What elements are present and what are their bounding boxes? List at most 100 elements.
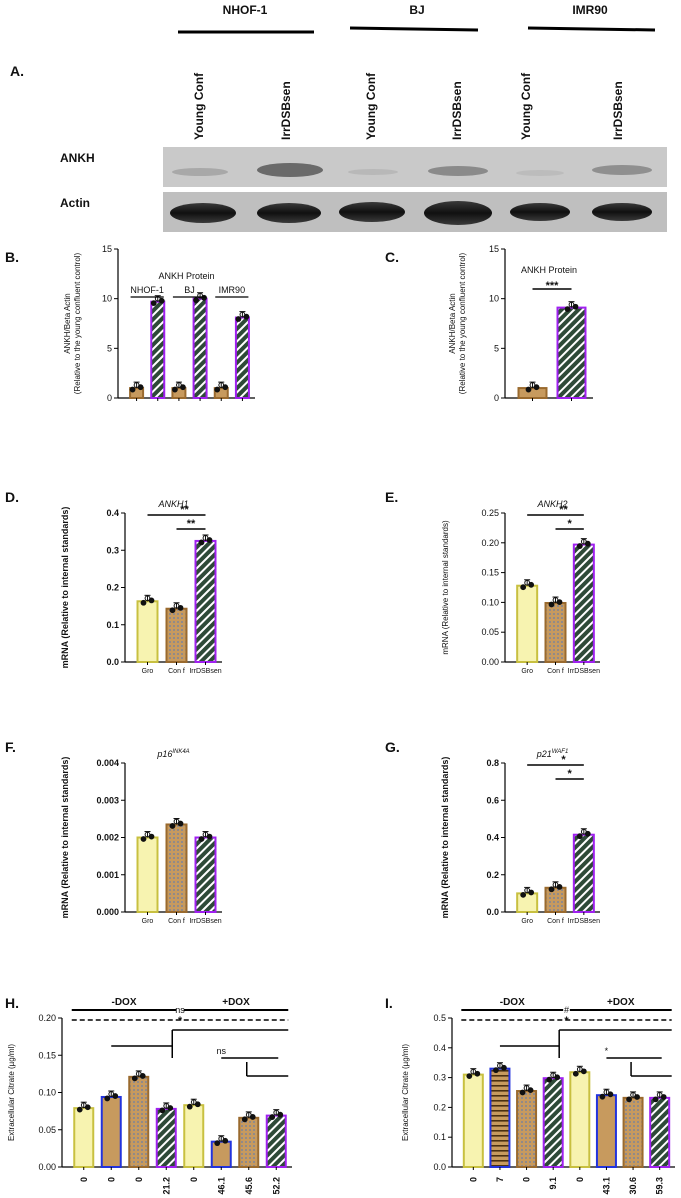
bar [183, 1104, 205, 1169]
y-tick-label: 0.05 [481, 627, 499, 637]
bar [622, 1096, 644, 1169]
dox-label-plus: +DOX [607, 997, 635, 1008]
y-tick-label: 0.2 [433, 1102, 446, 1112]
y-tick-label: 0.00 [38, 1162, 56, 1172]
y-tick-label: 0.8 [486, 758, 499, 768]
significance-label: * [561, 754, 566, 766]
bar [489, 1067, 511, 1169]
x-tick-label: Gro [142, 668, 154, 675]
x-tick-label: Gro [521, 668, 533, 675]
x-tick-label: IrrDSBsen [189, 668, 221, 675]
x-tick-label: Gro [142, 918, 154, 925]
y-tick-label: 0.6 [486, 795, 499, 805]
bar [128, 1075, 150, 1168]
replicate-point [235, 316, 242, 322]
y-axis-label: ANKH/Beta Actin(Relative to the young co… [63, 252, 82, 394]
bar [192, 297, 208, 399]
bar [234, 316, 250, 400]
replicate-point [201, 294, 207, 301]
chart-title: ANKH2 [536, 499, 567, 509]
bar [73, 1107, 95, 1169]
significance-label: ** [187, 518, 196, 530]
replicate-point [167, 1105, 174, 1111]
replicate-point [607, 1091, 614, 1098]
y-axis-label: mRNA (Relative to internal standards) [441, 520, 450, 655]
bar [136, 600, 159, 663]
replicate-point [572, 1070, 579, 1077]
y-axis-label-line: ANKH/Beta Actin [448, 293, 457, 353]
y-tick-label: 0.4 [486, 833, 499, 843]
x-tick-label: 0 [189, 1177, 199, 1182]
significance-label: *** [546, 280, 560, 292]
replicate-point [140, 599, 147, 606]
lane-label: IrrDSBsen [450, 81, 464, 140]
blot-lane-labels: Young Conf IrrDSBsen Young Conf IrrDSBse… [192, 72, 625, 140]
replicate-point [584, 830, 591, 837]
replicate-point [520, 584, 527, 591]
replicate-point [556, 599, 563, 606]
group-label: NHOF-1 [130, 285, 164, 295]
y-tick-label: 0.001 [96, 870, 119, 880]
replicate-point [148, 833, 155, 840]
x-tick-label: 0 [134, 1177, 144, 1182]
replicate-point [137, 384, 144, 391]
replicate-point [528, 889, 535, 896]
replicate-point [554, 1074, 561, 1081]
replicate-point [129, 386, 136, 393]
y-axis-label: mRNA (Relative to internal standards) [440, 757, 450, 919]
x-tick-label: 0 [522, 1177, 532, 1182]
replicate-point [660, 1094, 667, 1100]
dox-label-minus: -DOX [500, 997, 525, 1008]
chart-title: ANKH1 [157, 499, 188, 509]
replicate-point [140, 836, 147, 842]
panel-label-i: I. [385, 995, 393, 1011]
chart-G: 0.0 0.2 0.4 0.6 0.8 mRNA (Relative to interna… [440, 749, 600, 925]
bar [595, 1094, 617, 1169]
chart-I: 0.0 0.1 0.2 0.3 0.4 0.5 Extracellular Citrate … [401, 997, 675, 1195]
replicate-point [584, 540, 591, 547]
replicate-point [277, 1111, 284, 1118]
x-tick-label: 0 [79, 1177, 89, 1182]
bar [572, 833, 595, 913]
y-tick-label: 0.5 [433, 1013, 446, 1023]
replicate-point [198, 836, 205, 842]
replicate-point [493, 1067, 499, 1074]
y-tick-label: 0.15 [481, 568, 499, 578]
y-tick-label: 15 [102, 244, 112, 254]
replicate-point [177, 604, 184, 611]
replicate-point [104, 1095, 111, 1102]
replicate-point [169, 823, 176, 829]
replicate-point [533, 384, 540, 391]
x-tick-label: Con f [547, 918, 564, 925]
group-label: BJ [184, 285, 195, 295]
replicate-point [206, 537, 213, 543]
significance-label: * [605, 1046, 609, 1056]
bar [569, 1071, 591, 1168]
replicate-point [150, 300, 157, 307]
y-tick-label: 0.20 [481, 538, 499, 548]
cell-line-label-nhof1: NHOF-1 [223, 3, 268, 17]
y-tick-label: 10 [102, 294, 112, 304]
replicate-point [177, 820, 184, 827]
y-axis-label: mRNA (Relative to internal standards) [60, 757, 70, 919]
bar [238, 1116, 260, 1168]
replicate-point [501, 1064, 507, 1071]
cell-line-label-bj: BJ [409, 3, 424, 17]
replicate-point [519, 1089, 526, 1096]
lane-label: Young Conf [364, 72, 378, 140]
replicate-point [76, 1106, 83, 1113]
x-tick-label: 52.2 [271, 1177, 281, 1195]
x-tick-label: 30.6 [628, 1177, 638, 1195]
bar [155, 1107, 177, 1169]
significance-label: ns [216, 1046, 226, 1056]
replicate-point [222, 1137, 229, 1144]
blot-row-label-ankh: ANKH [60, 151, 95, 165]
panel-label-d: D. [5, 489, 19, 505]
bar [556, 306, 587, 399]
replicate-point [652, 1096, 659, 1103]
chart-title: ANKH Protein [521, 265, 577, 275]
x-tick-label: 45.6 [244, 1177, 254, 1195]
replicate-point [525, 386, 532, 393]
